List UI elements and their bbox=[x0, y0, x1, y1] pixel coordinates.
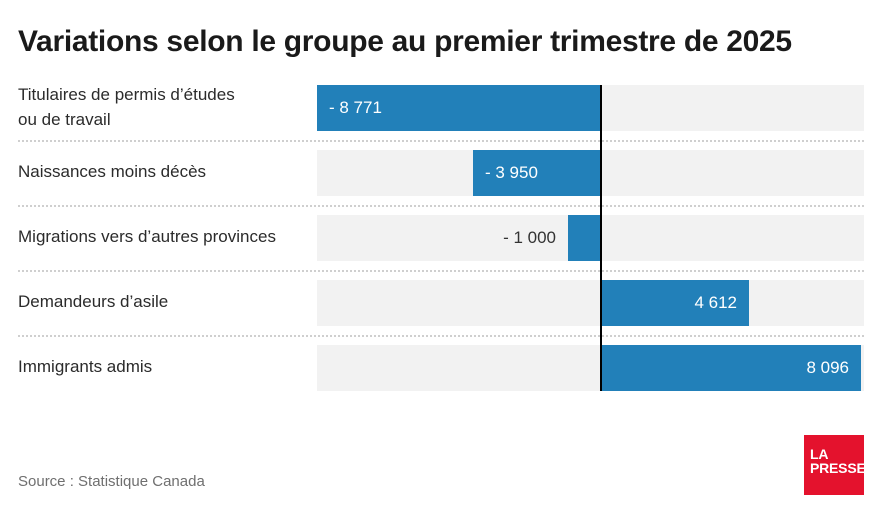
bar-value-label: - 3 950 bbox=[485, 162, 538, 182]
bar-value-label: - 1 000 bbox=[503, 227, 556, 247]
row-label: Naissances moins décès bbox=[18, 162, 207, 182]
row-separator bbox=[18, 139, 864, 142]
bar-value-label: 8 096 bbox=[806, 357, 849, 377]
logo-line1: LA bbox=[810, 446, 829, 462]
logo-line2: PRESSE bbox=[810, 460, 866, 476]
row-label: Titulaires de permis d’études ou de trav… bbox=[18, 84, 235, 129]
bar bbox=[317, 84, 600, 131]
row-label: Immigrants admis bbox=[18, 357, 153, 377]
bar-track: 4 612 bbox=[317, 279, 864, 326]
row-separator bbox=[18, 334, 864, 337]
chart-row: Immigrants admis 8 096 bbox=[18, 344, 864, 391]
chart-row: Migrations vers d’autres provinces - 1 00… bbox=[18, 214, 864, 261]
bar bbox=[600, 344, 861, 391]
bar-track: - 8 771 bbox=[317, 84, 864, 131]
lapresse-logo: LA PRESSE bbox=[804, 435, 866, 495]
bar-track: 8 096 bbox=[317, 344, 864, 391]
bar bbox=[568, 214, 600, 261]
row-label: Migrations vers d’autres provinces bbox=[18, 227, 276, 247]
source-caption: Source : Statistique Canada bbox=[18, 473, 205, 490]
bar-value-label: - 8 771 bbox=[329, 97, 382, 117]
chart-row: Titulaires de permis d’études ou de trav… bbox=[18, 84, 864, 131]
chart-rows: Titulaires de permis d’études ou de trav… bbox=[18, 84, 864, 391]
row-separator bbox=[18, 269, 864, 272]
bar-chart: Titulaires de permis d’études ou de trav… bbox=[18, 84, 864, 391]
zero-axis-line bbox=[600, 84, 602, 391]
row-label: Demandeurs d’asile bbox=[18, 292, 169, 312]
chart-row: Demandeurs d’asile 4 612 bbox=[18, 279, 864, 326]
bar bbox=[600, 279, 749, 326]
bar-value-label: 4 612 bbox=[694, 292, 737, 312]
bar-track: - 1 000 bbox=[317, 214, 864, 261]
row-separator bbox=[18, 204, 864, 207]
chart-row: Naissances moins décès - 3 950 bbox=[18, 149, 864, 196]
chart-title: Variations selon le groupe au premier tr… bbox=[18, 25, 792, 58]
bar-track: - 3 950 bbox=[317, 149, 864, 196]
bar bbox=[473, 149, 600, 196]
